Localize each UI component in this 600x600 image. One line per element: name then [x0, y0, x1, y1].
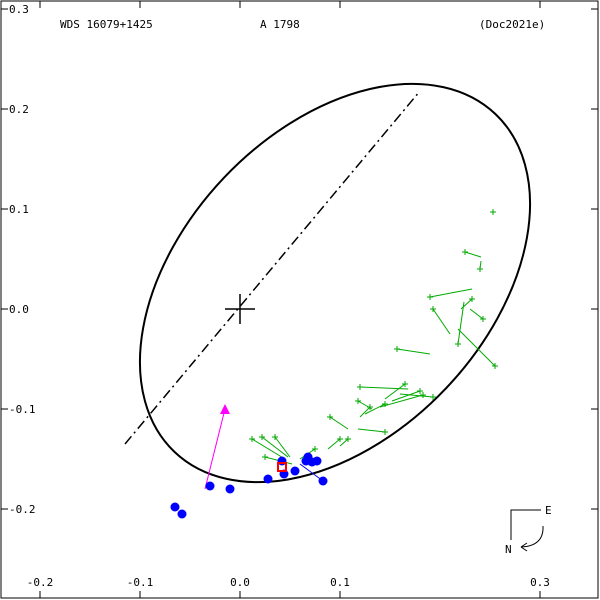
speckle-measure-mark	[263, 474, 273, 484]
compass-frame	[510, 509, 541, 540]
x-tick-label: 0.1	[330, 576, 350, 589]
y-tick-label: -0.2	[9, 503, 36, 516]
y-tick-label: 0.0	[9, 303, 29, 316]
compass-north-label: N	[505, 543, 512, 556]
residual-line	[261, 436, 289, 458]
residual-line	[429, 288, 473, 298]
line-of-nodes	[124, 90, 421, 445]
residual-line	[457, 301, 465, 345]
header-system: WDS 16079+1425	[60, 18, 153, 31]
x-tick-label: -0.2	[27, 576, 54, 589]
residual-line	[469, 308, 484, 320]
residual-line	[391, 390, 421, 402]
periastron-arrow-head	[220, 404, 230, 414]
residual-line	[359, 386, 409, 390]
speckle-measure-mark	[170, 502, 180, 512]
predicted-position-mark	[277, 462, 287, 472]
periastron-arrow-line	[204, 408, 226, 490]
residual-line	[357, 428, 386, 433]
speckle-measure-mark	[290, 466, 300, 476]
x-tick-label: 0.0	[230, 576, 250, 589]
compass-rotation-arrow	[520, 525, 544, 548]
residual-line	[432, 308, 451, 335]
orbit-ellipse	[138, 82, 532, 484]
header-reference: (Doc2021e)	[479, 18, 545, 31]
speckle-measure-mark	[318, 476, 328, 486]
x-tick-label: 0.3	[530, 576, 550, 589]
compass: E N	[505, 504, 552, 556]
speckle-measure-mark	[225, 484, 235, 494]
header-component: A 1798	[260, 18, 300, 31]
y-tick-label: 0.1	[9, 203, 29, 216]
residual-line	[464, 251, 482, 258]
residual-line	[364, 403, 386, 415]
y-tick-label: 0.2	[9, 103, 29, 116]
speckle-measure-mark	[312, 456, 322, 466]
residual-line	[339, 438, 349, 447]
x-tick-label: -0.1	[127, 576, 154, 589]
residual-line	[396, 348, 431, 355]
compass-east-label: E	[545, 504, 552, 517]
y-tick-label: -0.1	[9, 403, 36, 416]
residual-line	[329, 416, 349, 430]
residual-line	[384, 383, 406, 400]
compass-arrow-head	[520, 542, 528, 552]
residual-line	[327, 438, 341, 450]
residual-line	[379, 394, 424, 408]
measurements-layer	[170, 209, 498, 519]
residual-line	[457, 328, 496, 367]
speckle-measure-mark	[205, 481, 215, 491]
residual-line	[299, 463, 324, 482]
residual-line	[359, 406, 371, 418]
orbit-layer	[124, 82, 532, 490]
residual-line	[274, 436, 291, 458]
residual-line	[251, 438, 286, 460]
speckle-measure-mark	[177, 509, 187, 519]
residual-line	[399, 393, 434, 398]
y-tick-label: 0.3	[9, 3, 29, 16]
